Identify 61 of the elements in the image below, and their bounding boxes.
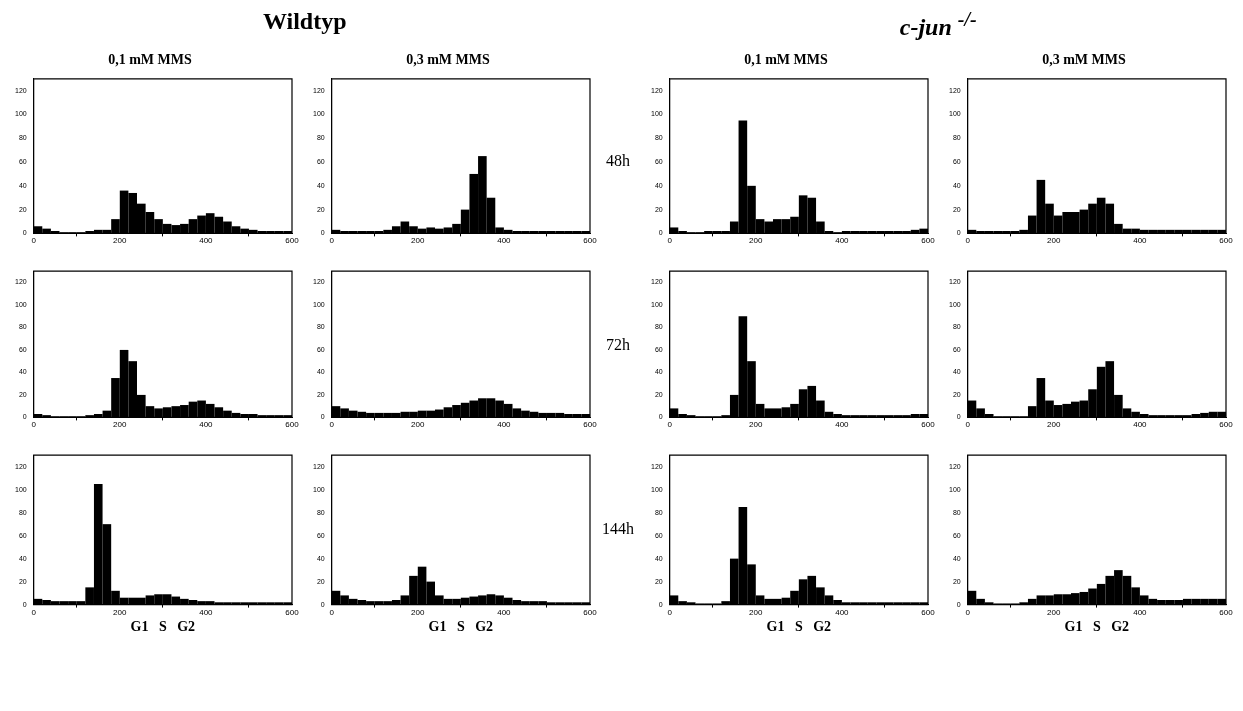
x-tick-label: 400 — [199, 607, 214, 617]
x-tick-label: 0 — [667, 607, 673, 617]
x-tick-label: 200 — [749, 607, 763, 617]
x-tick-label: 600 — [921, 236, 936, 246]
text: Wildtyp — [262, 8, 347, 34]
x-tick-label: 400 — [835, 607, 850, 617]
x-tick-label: 0 — [965, 607, 971, 617]
x-tick-label: 600 — [285, 420, 300, 430]
x-tick-label: 200 — [749, 420, 763, 430]
x-tick-label: 0 — [329, 236, 335, 246]
x-tick-label: 600 — [1219, 236, 1234, 246]
x-tick-label: 0 — [667, 236, 673, 246]
x-tick-label: 400 — [835, 236, 850, 246]
x-tick-label: 600 — [921, 607, 936, 617]
chart-title: 0,1 mM MMS — [108, 52, 193, 68]
x-tick-label: 400 — [497, 607, 512, 617]
x-tick-label: 200 — [411, 420, 425, 430]
x-tick-label: 600 — [921, 420, 936, 430]
x-tick-label: 200 — [113, 420, 127, 430]
x-tick-label: 0 — [965, 236, 971, 246]
x-axis-title: G1 S G2 — [766, 619, 832, 635]
text: 48h — [605, 152, 631, 170]
x-tick-label: 400 — [835, 420, 850, 430]
x-tick-label: 200 — [749, 236, 763, 246]
x-axis-title: G1 S G2 — [130, 619, 196, 635]
x-tick-label: 0 — [965, 420, 971, 430]
x-tick-label: 200 — [113, 607, 127, 617]
x-axis-title: G1 S G2 — [428, 619, 494, 635]
x-tick-label: 600 — [1219, 607, 1234, 617]
x-tick-label: 200 — [113, 236, 127, 246]
chart-title: 0,1 mM MMS — [744, 52, 829, 68]
x-tick-label: 0 — [329, 607, 335, 617]
x-tick-label: 200 — [411, 607, 425, 617]
x-axis-title: G1 S G2 — [1064, 619, 1130, 635]
x-tick-label: 0 — [329, 420, 335, 430]
x-tick-label: 400 — [497, 420, 512, 430]
x-tick-label: 200 — [1047, 420, 1061, 430]
x-tick-label: 600 — [285, 607, 300, 617]
x-tick-label: 400 — [1133, 607, 1148, 617]
x-tick-label: 600 — [583, 420, 598, 430]
x-tick-label: 400 — [1133, 420, 1148, 430]
x-tick-label: 200 — [1047, 236, 1061, 246]
x-tick-label: 0 — [667, 420, 673, 430]
x-tick-label: 400 — [199, 236, 214, 246]
x-tick-label: 400 — [199, 420, 214, 430]
chart-title: 0,3 mM MMS — [406, 52, 491, 68]
x-tick-label: 600 — [583, 236, 598, 246]
text: c-jun $^{-/-}$ — [899, 8, 977, 40]
x-tick-label: 600 — [1219, 420, 1234, 430]
text: 144h — [601, 520, 635, 538]
x-tick-label: 200 — [411, 236, 425, 246]
x-tick-label: 400 — [1133, 236, 1148, 246]
x-tick-label: 0 — [31, 607, 37, 617]
text: 72h — [605, 336, 631, 354]
x-tick-label: 400 — [497, 236, 512, 246]
x-tick-label: 600 — [583, 607, 598, 617]
x-tick-label: 0 — [31, 236, 37, 246]
x-tick-label: 200 — [1047, 607, 1061, 617]
x-tick-label: 600 — [285, 236, 300, 246]
x-tick-label: 0 — [31, 420, 37, 430]
chart-title: 0,3 mM MMS — [1042, 52, 1127, 68]
